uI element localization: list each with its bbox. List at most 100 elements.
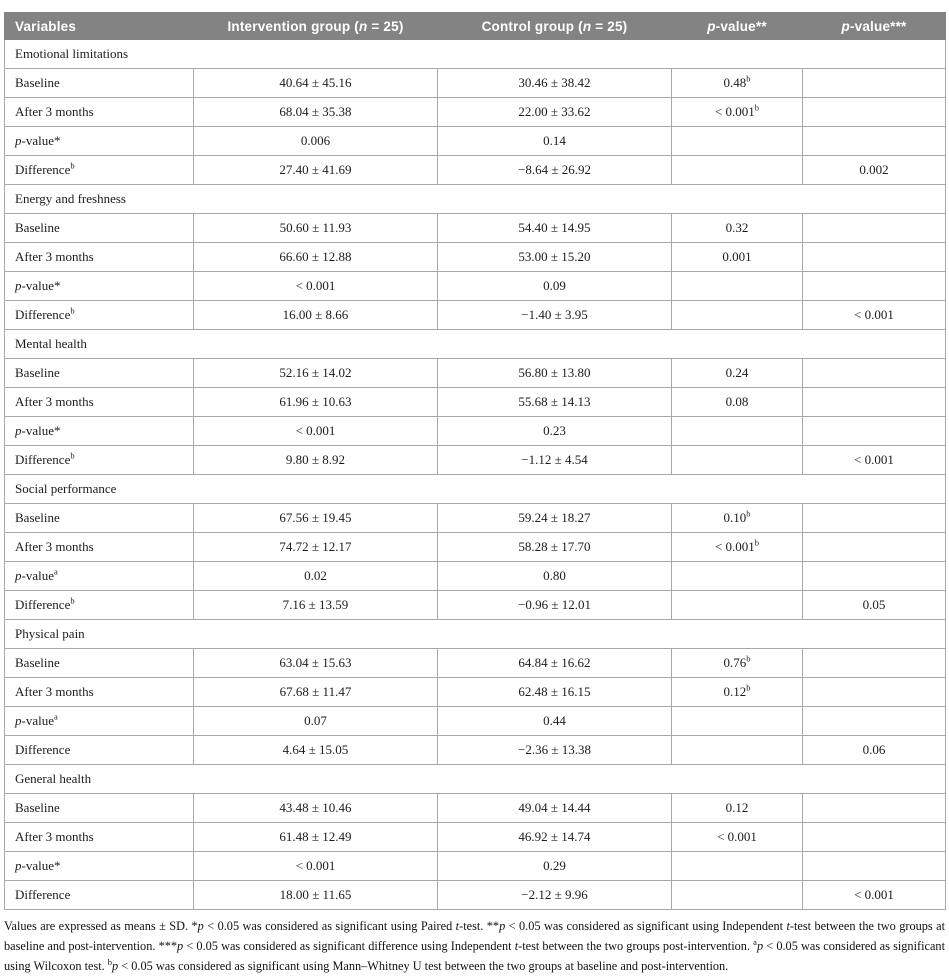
data-cell: 0.06 xyxy=(802,735,946,765)
data-cell: 46.92 ± 14.74 xyxy=(437,822,672,852)
table-header: Variables Intervention group (n = 25) Cont… xyxy=(4,12,946,40)
data-cell: 61.96 ± 10.63 xyxy=(193,387,438,417)
section-row: Emotional limitations xyxy=(4,39,946,69)
data-cell: 58.28 ± 17.70 xyxy=(437,532,672,562)
row-label: p-value* xyxy=(4,126,194,156)
data-cell: 59.24 ± 18.27 xyxy=(437,503,672,533)
data-cell: −0.96 ± 12.01 xyxy=(437,590,672,620)
table-row: Difference 4.64 ± 15.05 −2.36 ± 13.38 0.06 xyxy=(4,735,946,765)
data-cell xyxy=(802,706,946,736)
data-cell: 22.00 ± 33.62 xyxy=(437,97,672,127)
data-cell: 43.48 ± 10.46 xyxy=(193,793,438,823)
data-cell xyxy=(802,358,946,388)
data-cell: 0.80 xyxy=(437,561,672,591)
table-row: Baseline 50.60 ± 11.93 54.40 ± 14.95 0.32 xyxy=(4,213,946,243)
row-label: Differenceb xyxy=(4,155,194,185)
data-cell: < 0.001 xyxy=(802,445,946,475)
section-row: Energy and freshness xyxy=(4,184,946,214)
data-cell xyxy=(802,271,946,301)
data-cell: < 0.001 xyxy=(671,822,803,852)
data-cell: 0.05 xyxy=(802,590,946,620)
row-label: Baseline xyxy=(4,358,194,388)
data-cell: −1.40 ± 3.95 xyxy=(437,300,672,330)
data-cell xyxy=(802,851,946,881)
data-cell xyxy=(802,648,946,678)
section-row: Mental health xyxy=(4,329,946,359)
data-cell xyxy=(671,851,803,881)
data-cell: 0.32 xyxy=(671,213,803,243)
row-label: After 3 months xyxy=(4,677,194,707)
data-cell: 61.48 ± 12.49 xyxy=(193,822,438,852)
section-title: Physical pain xyxy=(4,619,946,649)
data-cell: −2.36 ± 13.38 xyxy=(437,735,672,765)
data-cell: 0.10b xyxy=(671,503,803,533)
data-cell xyxy=(671,561,803,591)
data-cell: 0.23 xyxy=(437,416,672,446)
row-label: p-valuea xyxy=(4,561,194,591)
row-label: After 3 months xyxy=(4,822,194,852)
data-cell: −1.12 ± 4.54 xyxy=(437,445,672,475)
data-cell: 9.80 ± 8.92 xyxy=(193,445,438,475)
row-label: Baseline xyxy=(4,213,194,243)
table-row: Baseline 67.56 ± 19.45 59.24 ± 18.27 0.10b xyxy=(4,503,946,533)
data-cell: 0.14 xyxy=(437,126,672,156)
table-row: Differenceb 7.16 ± 13.59 −0.96 ± 12.01 0.05 xyxy=(4,590,946,620)
data-cell: 67.56 ± 19.45 xyxy=(193,503,438,533)
column-header: Intervention group (n = 25) xyxy=(193,12,438,40)
table-row: p-value* 0.006 0.14 xyxy=(4,126,946,156)
row-label: After 3 months xyxy=(4,532,194,562)
table-row: Differenceb 27.40 ± 41.69 −8.64 ± 26.92 0.0… xyxy=(4,155,946,185)
row-label: Baseline xyxy=(4,503,194,533)
data-cell: 0.07 xyxy=(193,706,438,736)
data-cell: 4.64 ± 15.05 xyxy=(193,735,438,765)
column-header: p-value*** xyxy=(802,12,946,40)
section-title: Social performance xyxy=(4,474,946,504)
row-label: Difference xyxy=(4,735,194,765)
data-cell xyxy=(802,387,946,417)
data-cell: 66.60 ± 12.88 xyxy=(193,242,438,272)
data-cell: 0.02 xyxy=(193,561,438,591)
table-row: p-value* < 0.001 0.23 xyxy=(4,416,946,446)
data-cell: 0.76b xyxy=(671,648,803,678)
section-title: General health xyxy=(4,764,946,794)
column-header: Control group (n = 25) xyxy=(437,12,672,40)
data-cell: < 0.001b xyxy=(671,97,803,127)
data-cell: 50.60 ± 11.93 xyxy=(193,213,438,243)
data-cell xyxy=(802,68,946,98)
data-cell xyxy=(802,213,946,243)
results-table: Variables Intervention group (n = 25) Cont… xyxy=(4,12,946,910)
data-cell: 54.40 ± 14.95 xyxy=(437,213,672,243)
data-cell: 56.80 ± 13.80 xyxy=(437,358,672,388)
header-row: Variables Intervention group (n = 25) Cont… xyxy=(4,12,946,40)
row-label: Difference xyxy=(4,880,194,910)
data-cell: 18.00 ± 11.65 xyxy=(193,880,438,910)
row-label: Differenceb xyxy=(4,590,194,620)
table-row: p-value* < 0.001 0.29 xyxy=(4,851,946,881)
table-row: p-valuea 0.02 0.80 xyxy=(4,561,946,591)
table-row: After 3 months 66.60 ± 12.88 53.00 ± 15.20… xyxy=(4,242,946,272)
data-cell: 0.006 xyxy=(193,126,438,156)
table-row: Differenceb 9.80 ± 8.92 −1.12 ± 4.54 < 0.00… xyxy=(4,445,946,475)
page: Variables Intervention group (n = 25) Cont… xyxy=(4,12,946,977)
column-header: Variables xyxy=(4,12,194,40)
data-cell: 0.48b xyxy=(671,68,803,98)
data-cell xyxy=(671,155,803,185)
data-cell: < 0.001 xyxy=(193,416,438,446)
row-label: p-value* xyxy=(4,851,194,881)
data-cell xyxy=(802,822,946,852)
data-cell: 49.04 ± 14.44 xyxy=(437,793,672,823)
table-row: After 3 months 61.96 ± 10.63 55.68 ± 14.13… xyxy=(4,387,946,417)
data-cell: 16.00 ± 8.66 xyxy=(193,300,438,330)
data-cell xyxy=(671,416,803,446)
data-cell: 0.24 xyxy=(671,358,803,388)
data-cell: 0.12 xyxy=(671,793,803,823)
table-body: Emotional limitations Baseline 40.64 ± 45.… xyxy=(4,39,946,910)
data-cell: 0.12b xyxy=(671,677,803,707)
section-row: Social performance xyxy=(4,474,946,504)
table-row: After 3 months 74.72 ± 12.17 58.28 ± 17.70… xyxy=(4,532,946,562)
table-row: p-valuea 0.07 0.44 xyxy=(4,706,946,736)
data-cell: 68.04 ± 35.38 xyxy=(193,97,438,127)
section-row: Physical pain xyxy=(4,619,946,649)
data-cell xyxy=(671,271,803,301)
data-cell xyxy=(802,97,946,127)
